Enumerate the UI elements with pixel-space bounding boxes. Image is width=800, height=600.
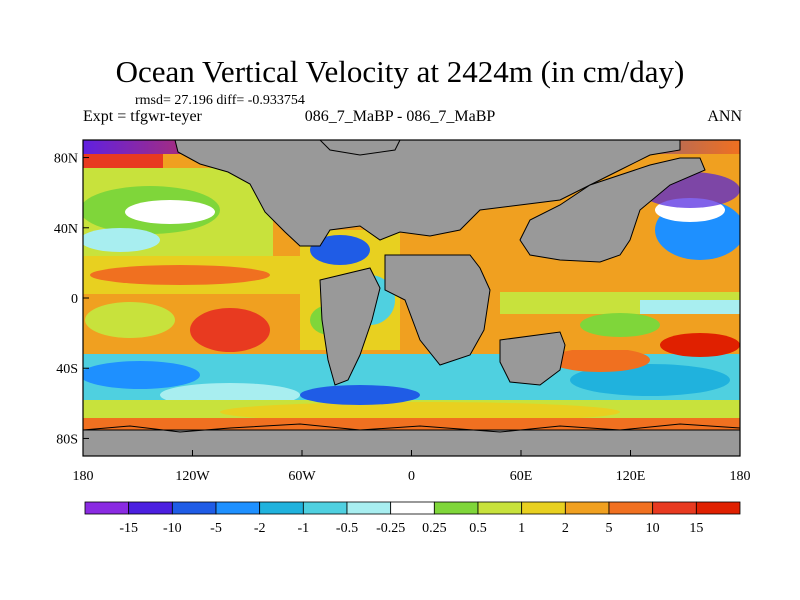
colorbar-swatch — [302, 501, 348, 515]
colorbar-swatch — [521, 501, 566, 515]
stats-label: rmsd= 27.196 diff= -0.933754 — [135, 93, 305, 108]
experiment-label: Expt = tfgwr-teyer — [83, 108, 202, 125]
colorbar-label: 0.5 — [469, 521, 487, 536]
map-title: Ocean Vertical Velocity at 2424m (in cm/… — [115, 54, 685, 89]
y-tick-label: 0 — [71, 292, 78, 307]
x-tick-label: 120E — [616, 469, 646, 484]
colorbar-label: -15 — [119, 521, 138, 536]
x-tick-label: 180 — [730, 469, 751, 484]
colorbar-swatch — [128, 501, 173, 515]
x-tick-label: 60W — [288, 469, 316, 484]
colorbar-swatch — [477, 501, 523, 515]
colorbar: -15 -10 -5 -2 -1 -0.5 -0.25 0.25 0.5 1 2 5 10 15 — [84, 501, 741, 536]
colorbar-label: -0.25 — [376, 521, 405, 536]
colorbar-label: -2 — [254, 521, 266, 536]
colorbar-swatch — [259, 501, 304, 515]
colorbar-label: 5 — [606, 521, 613, 536]
x-tick-label: 180 — [73, 469, 94, 484]
colorbar-label: -5 — [210, 521, 222, 536]
colorbar-label: 10 — [646, 521, 660, 536]
x-tick-label: 0 — [408, 469, 415, 484]
colorbar-swatch — [390, 501, 435, 515]
colorbar-label: 0.25 — [422, 521, 447, 536]
y-tick-label: 40N — [54, 222, 78, 237]
colorbar-label: 15 — [689, 521, 703, 536]
colorbar-label: 2 — [562, 521, 569, 536]
y-tick-label: 80N — [54, 152, 78, 167]
map-plot — [83, 140, 740, 456]
case-label: 086_7_MaBP - 086_7_MaBP — [304, 108, 496, 125]
colorbar-label: -10 — [163, 521, 182, 536]
colorbar-swatch — [215, 501, 261, 515]
colorbar-label: -1 — [297, 521, 309, 536]
season-label: ANN — [707, 108, 742, 125]
x-tick-label: 60E — [510, 469, 533, 484]
colorbar-label: 1 — [518, 521, 525, 536]
axis-ticks: 180 120W 60W 0 60E 120E 180 80N 40N 0 40S 80S — [54, 152, 751, 484]
colorbar-label: -0.5 — [336, 521, 358, 536]
x-tick-label: 120W — [175, 469, 210, 484]
colorbar-swatch — [84, 501, 130, 515]
y-tick-label: 80S — [56, 432, 78, 447]
colorbar-swatch — [608, 501, 654, 515]
colorbar-swatch — [346, 501, 392, 515]
colorbar-swatch — [433, 501, 479, 515]
y-tick-label: 40S — [56, 362, 78, 377]
colorbar-swatch — [652, 501, 697, 515]
colorbar-swatch — [564, 501, 610, 515]
colorbar-swatch — [171, 501, 217, 515]
colorbar-swatch — [695, 501, 741, 515]
